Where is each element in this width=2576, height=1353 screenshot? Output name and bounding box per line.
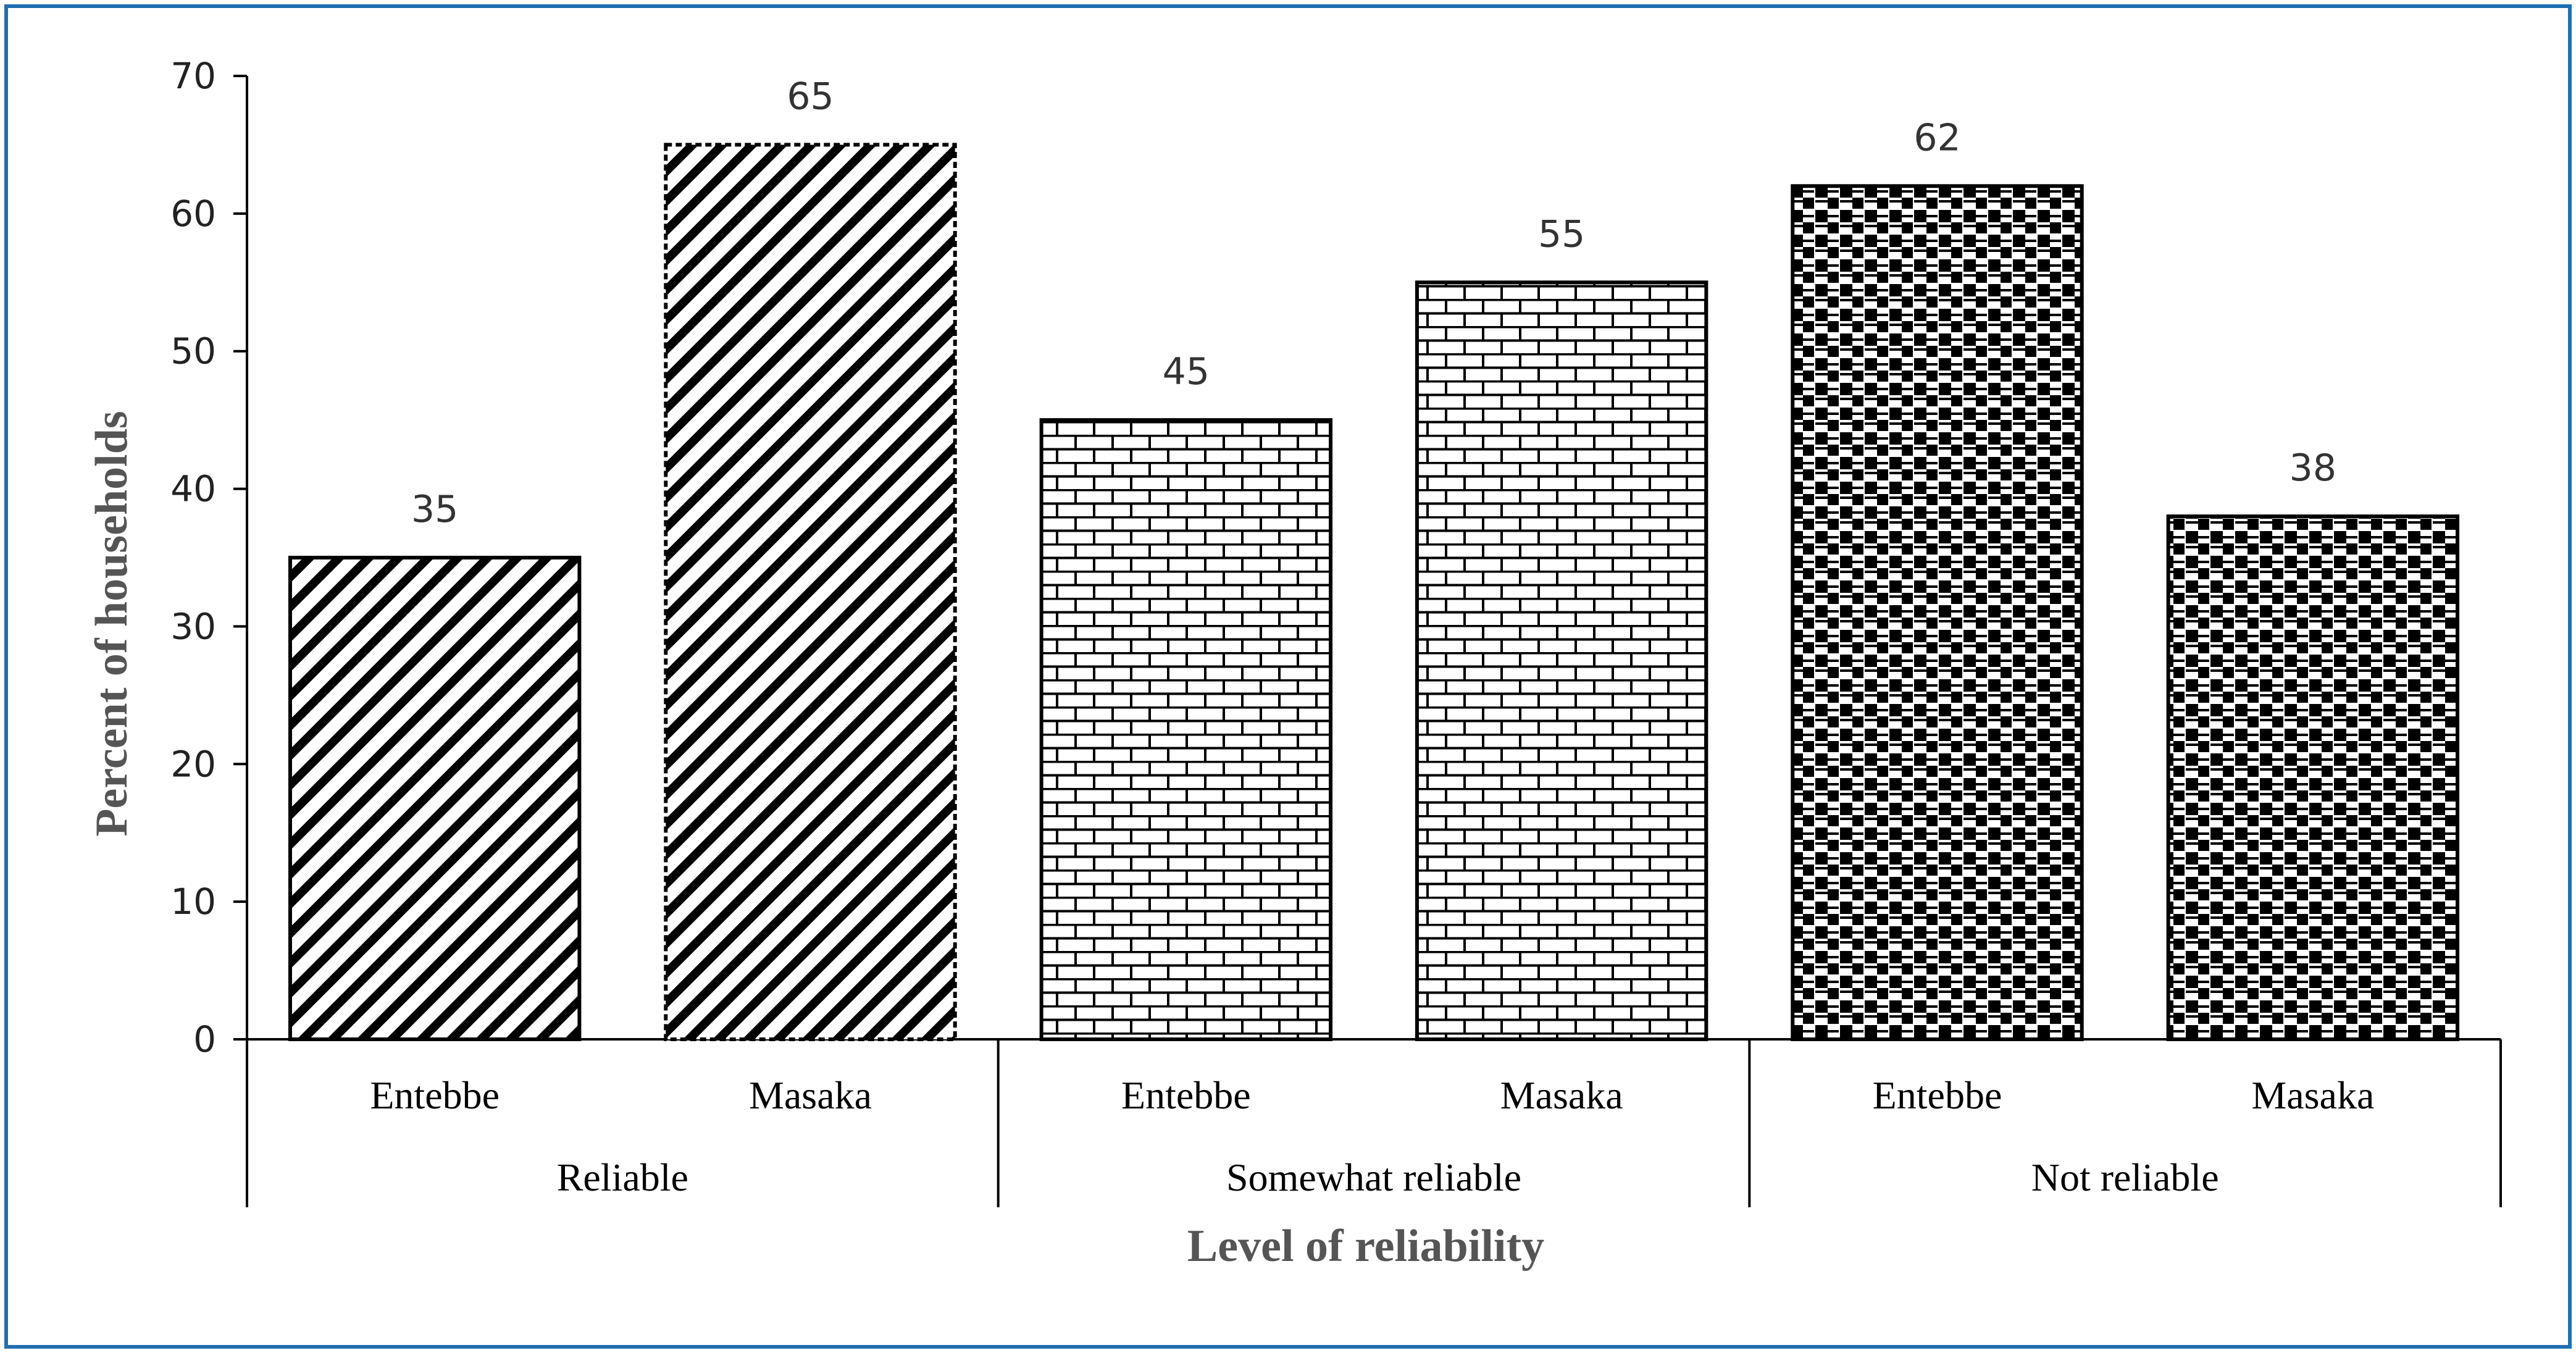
data-label: 38	[2290, 446, 2336, 490]
data-label: 65	[787, 75, 834, 118]
y-tick-label: 30	[170, 605, 216, 647]
y-tick-label: 10	[170, 881, 216, 923]
bar	[1791, 184, 2084, 1041]
y-tick-label: 40	[170, 468, 216, 510]
category-label: Entebbe	[1121, 1073, 1251, 1117]
group-label: Reliable	[557, 1155, 688, 1199]
bar	[1039, 418, 1333, 1041]
category-label: Masaka	[1500, 1073, 1623, 1117]
category-label: Masaka	[749, 1073, 872, 1117]
data-label: 62	[1913, 116, 1960, 159]
bar	[288, 556, 582, 1041]
y-tick-label: 50	[170, 330, 216, 372]
category-label: Masaka	[2251, 1073, 2374, 1117]
group-label: Not reliable	[2031, 1155, 2219, 1199]
y-tick-label: 20	[170, 743, 216, 785]
plot-area: 0 10 20 30 40 50 60 70 Reliable 35 Entebbe 65 Masaka…	[170, 55, 2502, 1207]
x-axis-title: Level of reliability	[1187, 1221, 1544, 1271]
data-label: 55	[1538, 212, 1585, 256]
bar	[2166, 514, 2460, 1041]
y-tick-label: 0	[193, 1018, 216, 1060]
group-label: Somewhat reliable	[1226, 1155, 1521, 1199]
data-label: 45	[1163, 350, 1210, 393]
y-tick-label: 60	[170, 193, 216, 235]
bar	[1415, 280, 1708, 1041]
data-label: 35	[411, 488, 458, 531]
y-tick-label: 70	[170, 55, 216, 97]
category-label: Entebbe	[1873, 1073, 2002, 1117]
y-axis-title: Percent of households	[86, 411, 137, 836]
category-label: Entebbe	[370, 1073, 500, 1117]
bar	[664, 143, 957, 1041]
